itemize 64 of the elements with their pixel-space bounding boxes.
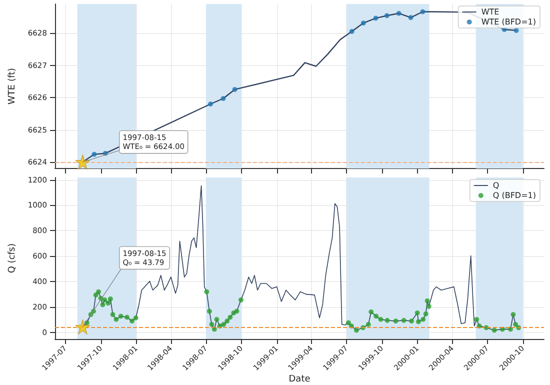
point [93,292,98,298]
point [349,28,354,34]
point [492,328,497,333]
point [401,318,406,323]
point [374,314,379,319]
point [420,316,426,322]
point [206,308,212,314]
point [416,319,421,324]
legend-label: Q (BFD=1) [492,191,536,200]
point [204,289,210,294]
point [426,304,432,309]
point [96,289,101,294]
point [424,298,430,304]
point [368,309,374,314]
point [476,324,482,329]
point [238,297,244,302]
point [366,322,371,327]
point [220,96,226,102]
point [508,326,513,332]
point [354,328,359,333]
point [513,322,518,327]
point [130,318,134,324]
point [373,16,378,21]
point [110,312,116,318]
point [100,302,106,308]
point [393,318,398,324]
point [114,316,119,322]
point [214,316,220,322]
point [234,308,240,314]
point [106,300,111,306]
x-axis-title: Date [288,374,311,384]
point [228,314,233,320]
point [209,322,214,327]
point [75,320,90,334]
point [124,314,130,320]
point [102,297,108,302]
point [118,314,124,319]
point [409,318,414,324]
point [232,86,238,92]
point [133,315,138,320]
y-axis-title: WTE (ft) [8,68,18,105]
point [75,154,90,170]
point [384,13,390,18]
legend-label: Q [492,181,500,190]
point [423,311,428,316]
point [420,9,426,14]
point [384,318,390,323]
legend-label: WTE [481,8,500,16]
point [108,296,113,302]
y-axis-title: Q (cfs) [8,243,18,274]
point [408,15,414,20]
point [92,152,97,157]
point [224,318,230,324]
point [360,20,366,26]
point [208,101,214,106]
point [221,322,226,327]
legend-label: WTE (BFD=1) [481,18,536,26]
point [474,316,480,322]
point [396,10,402,16]
point [378,316,384,322]
point [346,320,351,326]
point [514,28,519,33]
point [510,312,516,318]
point [414,310,420,316]
